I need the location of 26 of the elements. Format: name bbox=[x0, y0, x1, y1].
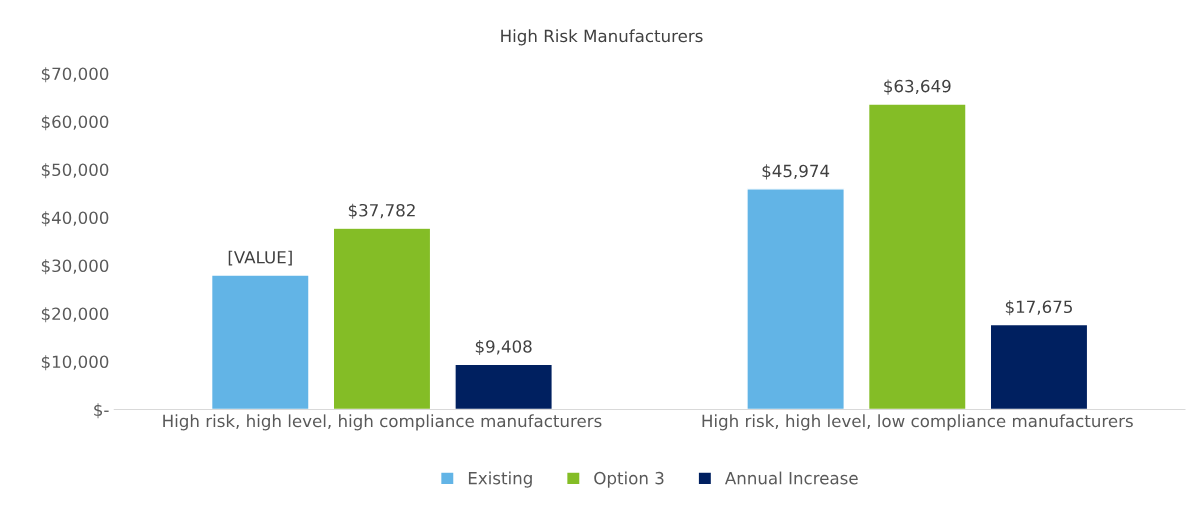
bar bbox=[332, 227, 432, 410]
legend-label: Annual Increase bbox=[724, 471, 858, 485]
data-label: $45,974 bbox=[762, 164, 830, 180]
data-label: $63,649 bbox=[884, 79, 951, 95]
y-tick-label: $30,000 bbox=[41, 259, 109, 275]
bar bbox=[867, 103, 967, 410]
bar bbox=[746, 188, 845, 410]
y-tick-label: $20,000 bbox=[41, 307, 109, 323]
data-label: $37,782 bbox=[348, 203, 415, 219]
chart-title: High Risk Manufacturers bbox=[501, 29, 703, 46]
legend-label: Existing bbox=[468, 471, 532, 488]
y-tick-label: $50,000 bbox=[41, 163, 109, 179]
data-label: $9,408 bbox=[475, 339, 532, 355]
x-tick-label: High risk, high level, high compliance manufacturers bbox=[163, 414, 602, 431]
bar bbox=[989, 323, 1089, 410]
y-tick-label: $70,000 bbox=[41, 67, 109, 83]
legend-label: Option 3 bbox=[594, 471, 664, 488]
y-tick-label: $40,000 bbox=[41, 211, 109, 227]
bar bbox=[454, 363, 553, 410]
bar bbox=[210, 274, 310, 410]
y-tick-label: $10,000 bbox=[41, 355, 109, 371]
y-tick-label: $- bbox=[94, 403, 109, 419]
y-tick-label: $60,000 bbox=[41, 115, 109, 131]
data-label: $17,675 bbox=[1005, 300, 1072, 316]
x-tick-label: High risk, high level, low compliance manufacturers bbox=[702, 414, 1133, 431]
data-label: [VALUE] bbox=[228, 250, 292, 266]
